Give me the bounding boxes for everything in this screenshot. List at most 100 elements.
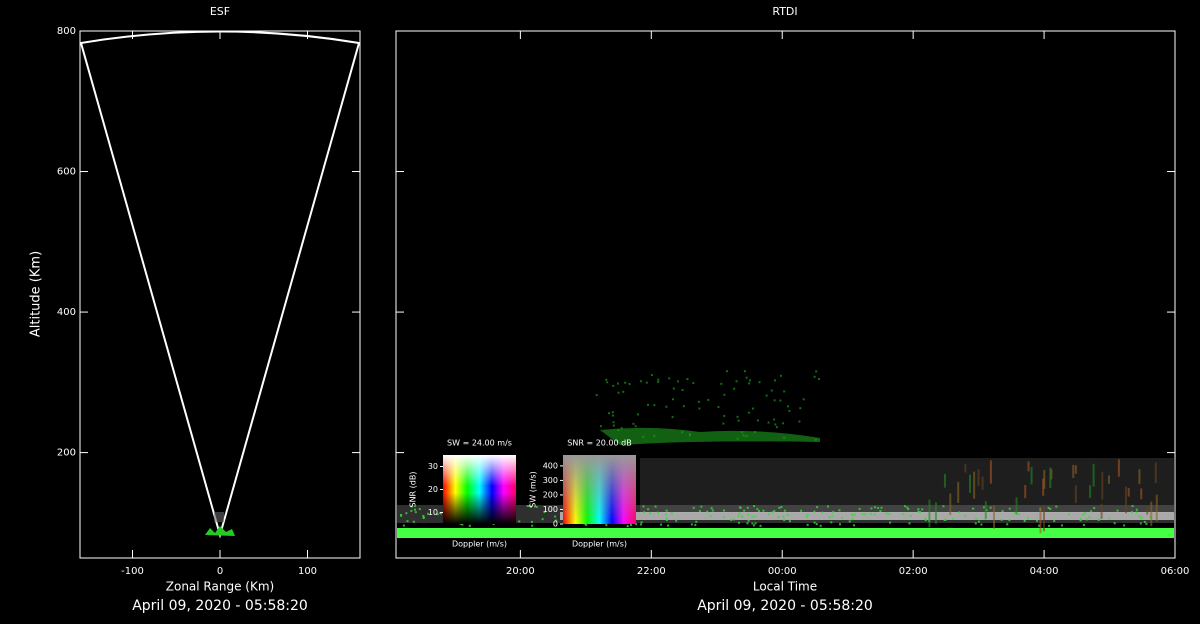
echo [984,501,987,519]
echo [1006,523,1009,526]
echo [980,523,983,526]
echo [1013,511,1016,514]
echo [1117,459,1120,477]
echo [649,512,652,515]
echo [831,514,834,517]
echo [864,513,867,516]
echo [814,438,817,441]
echo [670,512,673,515]
echo [1093,507,1096,510]
echo [771,511,774,514]
echo [733,387,736,390]
echo [777,516,780,519]
y-tick-label: 600 [57,167,76,178]
echo [1030,466,1033,485]
echo [887,512,890,515]
echo [767,421,770,424]
echo [654,505,657,508]
echo [612,414,615,417]
echo [870,507,873,510]
echo [758,381,761,384]
echo [799,407,802,410]
echo [635,523,638,526]
echo [414,511,417,514]
echo [779,399,782,402]
echo [1123,524,1126,527]
echo [418,508,421,511]
colorbar-tick-label: 20 [428,485,438,494]
echo [753,505,756,508]
echo [858,507,861,510]
echo [993,505,996,529]
echo [402,524,405,527]
echo [906,506,909,509]
echo [1072,464,1075,479]
echo [977,469,980,486]
echo [1138,469,1141,485]
echo [628,383,631,386]
echo [741,431,744,434]
plot-frame [79,30,361,559]
echo [943,518,946,521]
echo [1024,485,1027,499]
x-tick-label: 02:00 [899,566,928,577]
echo [410,505,413,508]
echo [735,380,738,383]
echo [1008,507,1011,510]
echo [773,418,776,421]
echo [672,398,675,401]
echo [826,505,829,508]
echo [773,379,776,382]
echo [1015,497,1018,515]
echo [907,508,910,511]
echo [739,506,742,509]
echo [427,512,430,515]
echo [778,506,781,509]
echo [815,523,818,526]
echo [554,515,557,518]
echo [737,521,740,524]
echo [439,512,442,515]
echo [736,415,739,418]
echo [698,407,701,410]
echo [984,518,987,521]
y-tick-label: 400 [57,307,76,318]
echo [620,427,623,430]
echo [1027,461,1030,472]
echo [964,464,967,473]
echo [1042,478,1045,496]
y-axis-label: Altitude (Km) [29,251,44,337]
echo [852,524,855,527]
echo [681,388,684,391]
echo [1085,518,1088,521]
echo [783,436,786,439]
colorbar-tick-label: 100 [543,505,558,514]
echo [1130,511,1133,514]
echo [642,436,645,439]
echo [632,422,635,425]
echo [617,391,620,394]
echo [720,382,723,385]
echo [660,523,663,526]
echo [530,520,533,523]
echo [1082,523,1085,526]
echo [786,513,789,516]
echo [1124,486,1127,514]
echo [585,523,588,526]
echo [752,407,755,410]
echo [848,520,851,523]
echo [1131,505,1134,508]
echo [400,514,403,517]
echo [981,476,984,490]
colorbar-tick-label: 200 [543,490,558,499]
echo [1101,471,1104,500]
x-tick-label: -100 [121,566,144,577]
echo [1155,494,1158,522]
echo [543,511,546,514]
echo [1088,516,1091,519]
echo [942,505,945,508]
echo [819,524,822,527]
echo [688,434,691,437]
colorbar-tick-label: 10 [428,508,438,517]
echo [782,422,785,425]
